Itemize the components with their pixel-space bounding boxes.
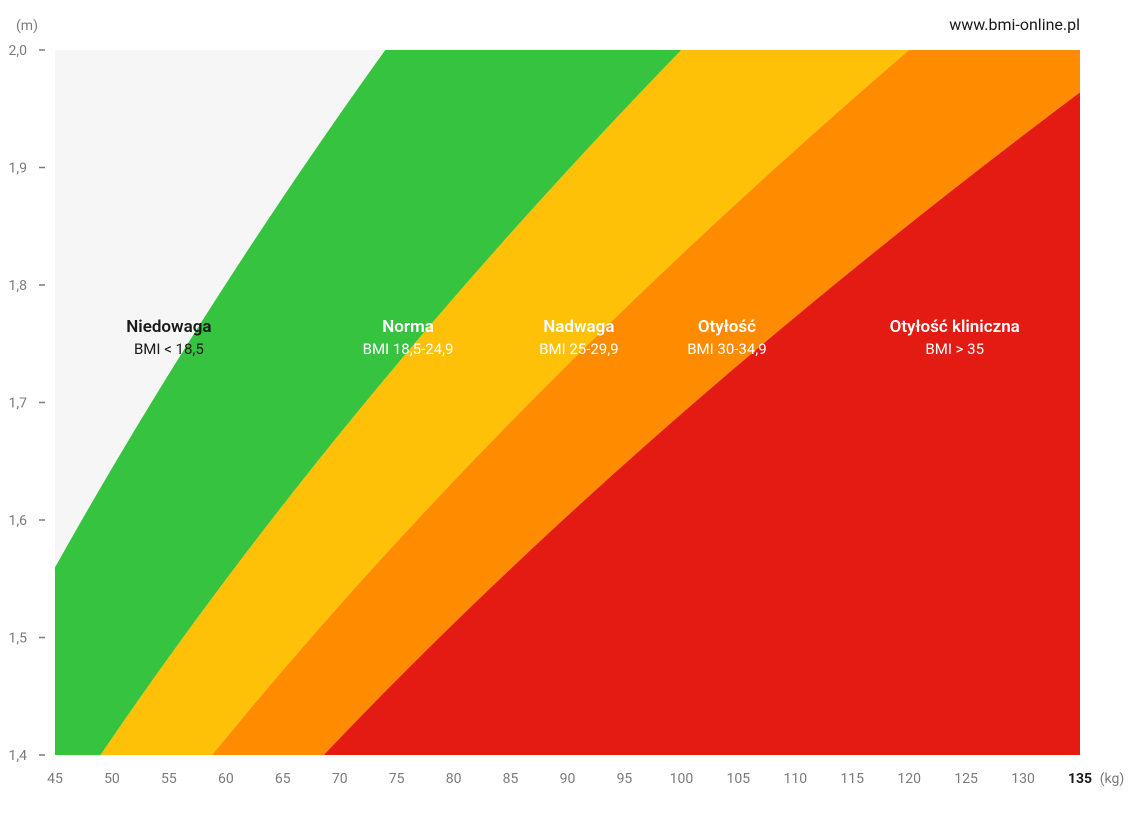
zone-clinical-title: Otyłość kliniczna (890, 317, 1020, 337)
zone-obese-title: Otyłość (698, 317, 756, 337)
y-tick-label: 1,6 (9, 513, 28, 529)
zone-underweight-subtitle: BMI < 18,5 (134, 340, 204, 358)
y-tick-label: 1,5 (9, 631, 28, 647)
watermark: www.bmi-online.pl (949, 15, 1080, 34)
x-axis-unit: (kg) (1100, 771, 1125, 787)
zone-normal-subtitle: BMI 18,5-24,9 (363, 340, 454, 358)
x-tick-label: 95 (617, 771, 633, 787)
x-tick-label: 90 (560, 771, 576, 787)
x-tick-label: 135 (1068, 771, 1092, 787)
x-tick-label: 110 (783, 771, 807, 787)
x-tick-label: 120 (897, 771, 921, 787)
y-axis-unit: (m) (16, 18, 38, 34)
x-tick-label: 55 (161, 771, 177, 787)
x-tick-label: 125 (954, 771, 978, 787)
zone-clinical-subtitle: BMI > 35 (925, 340, 984, 358)
zone-overweight-subtitle: BMI 25-29,9 (539, 340, 619, 358)
y-tick-label: 1,7 (9, 396, 28, 412)
bmi-chart: Niedowaga BMI < 18,5 Norma BMI 18,5-24,9 Nad… (0, 0, 1130, 814)
x-tick-label: 105 (727, 771, 751, 787)
y-tick-label: 1,9 (9, 161, 28, 177)
bmi-chart-svg: Niedowaga BMI < 18,5 Norma BMI 18,5-24,9 Nad… (0, 0, 1130, 814)
zone-normal-title: Norma (382, 317, 434, 337)
zone-underweight-title: Niedowaga (126, 317, 211, 337)
x-tick-label: 130 (1011, 771, 1035, 787)
y-tick-label: 1,8 (9, 278, 28, 294)
zone-overweight-title: Nadwaga (543, 317, 614, 337)
x-tick-label: 85 (503, 771, 519, 787)
y-tick-label: 1,4 (9, 748, 28, 764)
x-tick-label: 60 (218, 771, 234, 787)
x-tick-label: 75 (389, 771, 405, 787)
x-tick-label: 50 (104, 771, 120, 787)
x-tick-label: 115 (840, 771, 864, 787)
x-tick-label: 80 (446, 771, 462, 787)
x-tick-label: 100 (670, 771, 694, 787)
zone-obese-subtitle: BMI 30-34,9 (687, 340, 767, 358)
x-tick-label: 45 (47, 771, 63, 787)
y-tick-label: 2,0 (9, 43, 28, 59)
x-tick-label: 70 (332, 771, 348, 787)
x-tick-label: 65 (275, 771, 291, 787)
